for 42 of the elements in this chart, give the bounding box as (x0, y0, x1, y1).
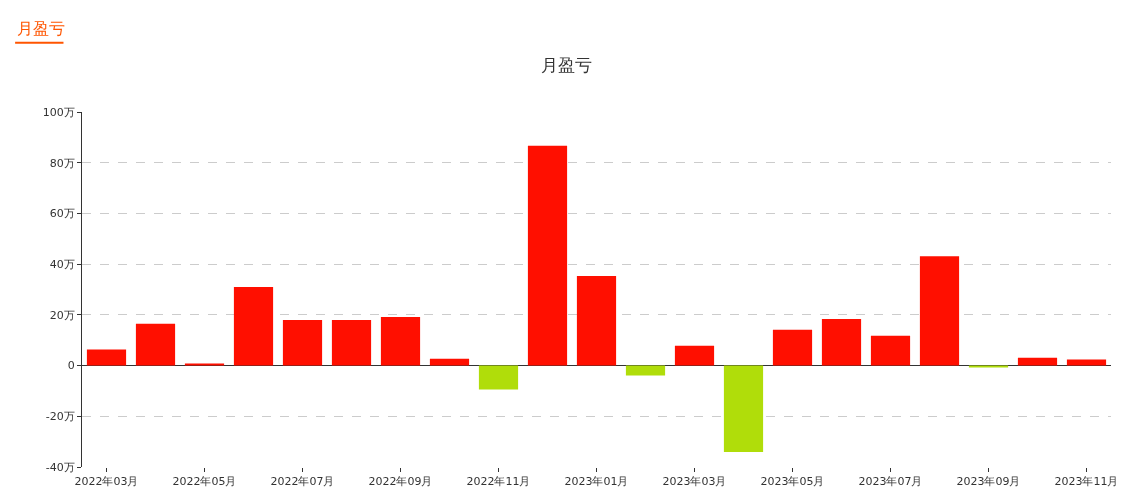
x-tick-label: 2022年07月 (270, 475, 335, 489)
bar (429, 358, 470, 366)
bar (184, 363, 225, 366)
bar (870, 335, 911, 366)
x-tick-label: 2022年05月 (172, 475, 237, 489)
y-tick-label: -20万 (45, 410, 75, 424)
x-tick-label: 2023年09月 (956, 475, 1021, 489)
x-tick-label: 2023年03月 (662, 475, 727, 489)
chart-title: 月盈亏 (541, 55, 592, 76)
bar (478, 365, 519, 390)
bar (86, 349, 127, 366)
bar (821, 318, 862, 366)
bar (527, 145, 568, 366)
bar (1066, 359, 1107, 366)
bar (919, 256, 960, 366)
bar (674, 345, 715, 366)
bar (380, 316, 421, 366)
x-tick-label: 2022年11月 (466, 475, 531, 489)
y-tick-label: 80万 (49, 156, 75, 170)
bar (576, 276, 617, 366)
bar (1017, 357, 1058, 366)
y-tick-label: 40万 (49, 257, 75, 271)
y-tick-label: 20万 (49, 308, 75, 322)
x-tick-label: 2023年01月 (564, 475, 629, 489)
x-tick-label: 2023年11月 (1054, 475, 1119, 489)
bar (135, 323, 176, 366)
y-tick-label: 100万 (42, 105, 75, 119)
bar (968, 365, 1009, 368)
x-tick-label: 2023年07月 (858, 475, 923, 489)
y-tick-label: -40万 (45, 460, 75, 474)
bar (331, 319, 372, 366)
bar (233, 286, 274, 366)
bar (282, 319, 323, 366)
y-tick-label: 60万 (49, 207, 75, 221)
text: 月盈亏 (17, 19, 65, 38)
x-tick-label: 2022年09月 (368, 475, 433, 489)
bar (772, 329, 813, 366)
x-tick-label: 2022年03月 (74, 475, 139, 489)
bar (723, 365, 764, 453)
y-tick-label: 0 (67, 359, 75, 373)
bar (625, 365, 666, 376)
x-tick-label: 2023年05月 (760, 475, 825, 489)
